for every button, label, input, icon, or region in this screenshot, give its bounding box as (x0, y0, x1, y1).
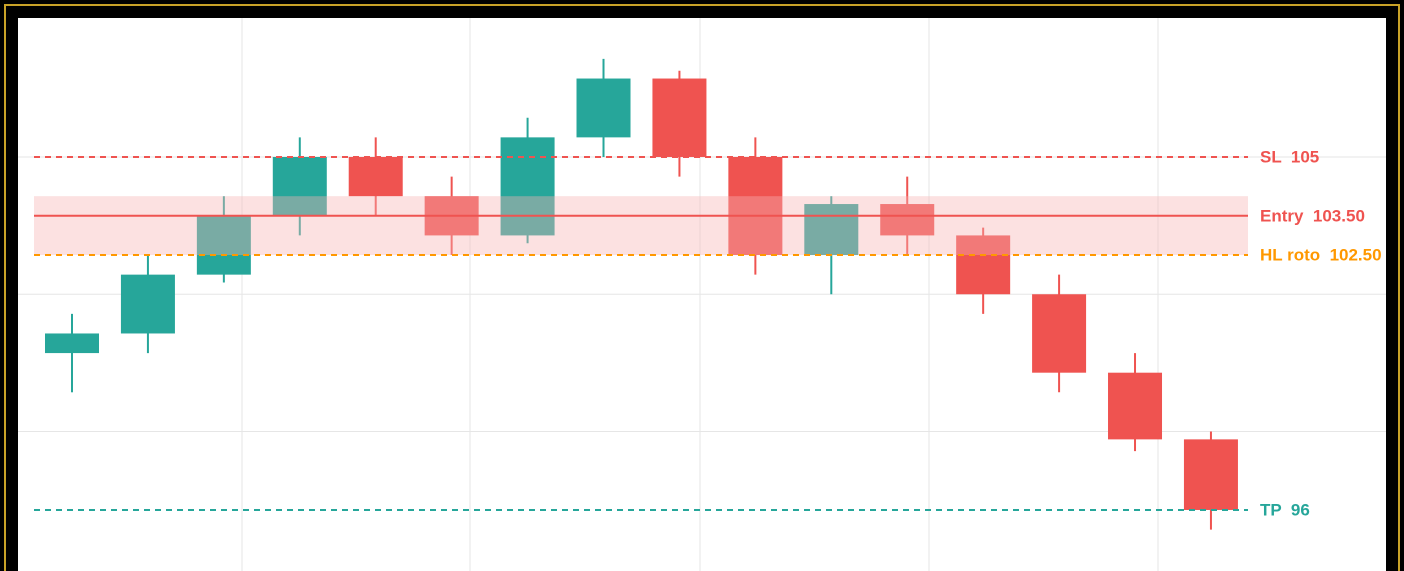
candle-body (45, 333, 99, 354)
candle-body (1183, 439, 1238, 510)
candle-body (1032, 294, 1087, 373)
level-label: SL 105 (1260, 147, 1319, 166)
candle-body (956, 235, 1011, 295)
candle-body (652, 78, 707, 157)
candle-body (576, 78, 631, 138)
level-label: HL roto 102.50 (1260, 246, 1382, 265)
candle-body (880, 204, 935, 236)
frame-border (4, 4, 1400, 571)
candle-body (196, 215, 251, 275)
candle-body (728, 156, 783, 256)
candle-body (120, 274, 175, 334)
level-label: TP 96 (1260, 500, 1310, 519)
level-label: Entry 103.50 (1260, 206, 1365, 225)
candle-body (348, 156, 403, 197)
zone (34, 196, 1248, 256)
candle-body (500, 137, 555, 236)
candle-body (804, 204, 859, 256)
candle-body (1108, 372, 1163, 440)
candle-body (272, 156, 327, 216)
